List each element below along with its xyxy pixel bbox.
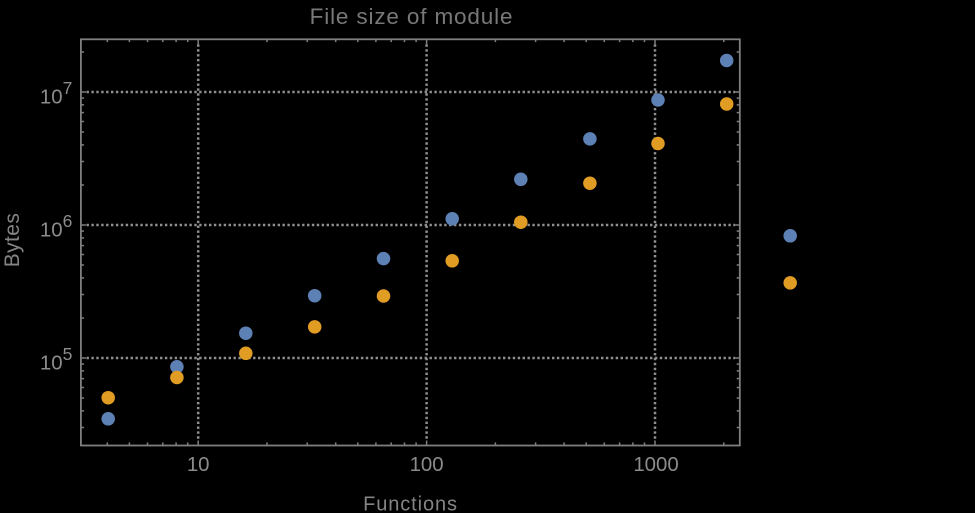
svg-text:1000: 1000 xyxy=(633,454,678,476)
svg-text:Functions: Functions xyxy=(363,494,458,513)
svg-text:106: 106 xyxy=(40,211,72,242)
svg-text:105: 105 xyxy=(40,344,72,375)
svg-text:Bytes: Bytes xyxy=(1,213,24,268)
svg-text:10: 10 xyxy=(187,454,210,476)
svg-text:100: 100 xyxy=(410,454,444,476)
svg-text:107: 107 xyxy=(40,78,72,109)
svg-text:File size of module: File size of module xyxy=(310,4,514,29)
